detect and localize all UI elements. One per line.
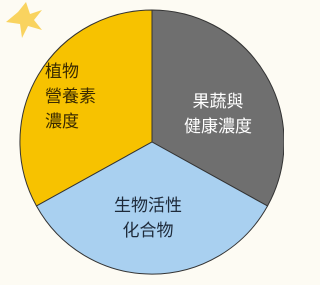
star-decoration: [6, 2, 42, 38]
slice-label: 化合物: [123, 221, 174, 241]
slice-label: 濃度: [45, 112, 79, 132]
slice-label: 果蔬與: [193, 92, 244, 112]
slice-label: 植物: [45, 62, 79, 82]
slice-label: 健康濃度: [184, 117, 252, 137]
slice-label: 營養素: [45, 87, 96, 107]
page: {"slices": [ {"label_lines": ["植物", "營養素…: [0, 0, 284, 285]
slice-label: 生物活性: [114, 196, 182, 216]
